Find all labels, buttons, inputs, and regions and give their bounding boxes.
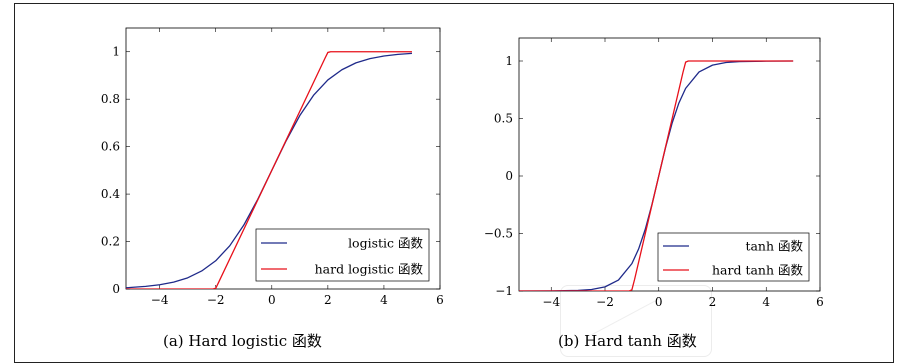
x-tick-label: 2	[709, 295, 717, 309]
y-tick-label: −1	[495, 284, 513, 298]
y-tick-label: 0.2	[101, 235, 120, 249]
y-tick-label: 0.5	[494, 112, 513, 126]
legend-box	[255, 228, 430, 282]
x-tick-label: −2	[207, 293, 225, 307]
caption-hard-tanh: (b) Hard tanh 函数	[558, 332, 697, 350]
legend-label-logistic: logistic 函数	[348, 236, 423, 251]
y-tick-label: 0.6	[101, 140, 120, 154]
y-tick-label: 0.8	[101, 92, 120, 106]
x-tick-label: 0	[268, 293, 276, 307]
y-tick-label: 1	[505, 54, 513, 68]
y-tick-label: 1	[112, 45, 120, 59]
legend-label-hard-tanh: hard tanh 函数	[712, 263, 804, 278]
x-tick-label: 2	[324, 293, 332, 307]
y-tick-label: 0	[505, 169, 513, 183]
x-tick-label: −4	[542, 295, 560, 309]
x-tick-label: 4	[762, 295, 770, 309]
y-tick-label: −0.5	[484, 227, 513, 241]
plot-area-frame	[125, 27, 441, 290]
y-tick-label: 0.4	[101, 187, 120, 201]
chart-hard-logistic: −4 −2 0 2 4 6 0 0.2 0.4 0.6 0.8 1 logistic 函数 hard lo…	[101, 27, 444, 307]
series-line-hard-tanh	[519, 60, 794, 291]
caption-hard-logistic: (a) Hard logistic 函数	[163, 332, 322, 350]
x-tick-label: 0	[655, 295, 663, 309]
legend-box	[657, 232, 810, 282]
legend-label-hard-logistic: hard logistic 函数	[315, 262, 424, 277]
x-tick-label: 6	[816, 295, 824, 309]
x-tick-label: 4	[380, 293, 388, 307]
legend-label-tanh: tanh 函数	[745, 239, 803, 254]
x-tick-label: 6	[436, 293, 444, 307]
y-tick-label: 0	[112, 282, 120, 296]
x-tick-label: −2	[596, 295, 614, 309]
x-tick-label: −4	[151, 293, 169, 307]
plot-area-frame	[518, 37, 821, 292]
series-line-hard-logistic	[126, 51, 412, 289]
chart-hard-tanh: −4 −2 0 2 4 6 −1 −0.5 0 0.5 1 tanh 函数 hard tanh 函数	[484, 37, 824, 309]
